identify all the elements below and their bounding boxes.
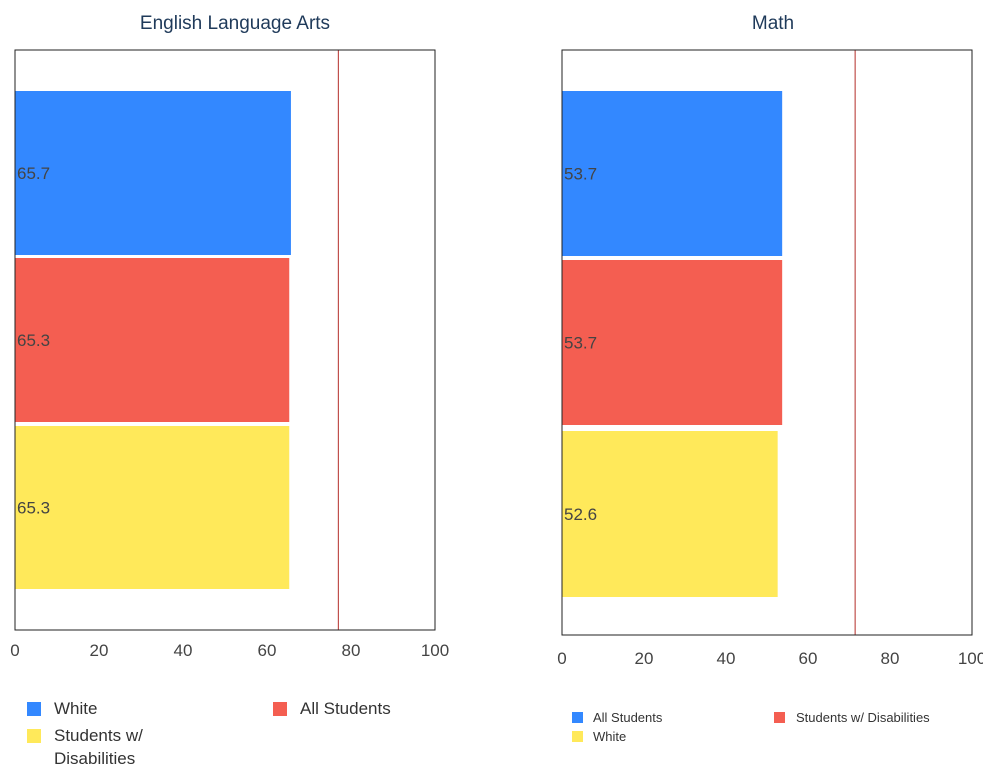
ela-x-tick-40: 40 (174, 641, 193, 660)
ela-bars: 65.7 65.3 65.3 (15, 91, 291, 589)
math-legend-label-white: White (593, 729, 626, 744)
math-bar-2[interactable] (562, 260, 783, 425)
ela-legend-label-all-students: All Students (300, 699, 391, 718)
ela-legend-item-all-students[interactable]: All Students (273, 699, 391, 718)
math-x-tick-40: 40 (717, 649, 736, 668)
ela-legend-swatch-white (27, 702, 41, 716)
math-bars: 53.7 53.7 52.6 (562, 91, 783, 597)
ela-bar-2[interactable] (15, 258, 290, 422)
ela-bar-label-2: 65.3 (17, 331, 50, 350)
math-legend: All Students Students w/ Disabilities Wh… (572, 710, 930, 744)
math-bar-label-1: 53.7 (564, 165, 597, 184)
math-chart-title: Math (752, 13, 794, 34)
math-plot-frame (561, 49, 973, 636)
math-x-tick-0: 0 (557, 649, 566, 668)
ela-x-tick-80: 80 (342, 641, 361, 660)
ela-plot-frame (14, 49, 436, 631)
math-x-tick-20: 20 (635, 649, 654, 668)
ela-bar-1[interactable] (15, 91, 291, 255)
math-x-axis-ticks: 0 20 40 60 80 100 (557, 649, 983, 668)
ela-x-tick-20: 20 (90, 641, 109, 660)
ela-legend-label-white: White (54, 699, 97, 718)
math-bar-label-2: 53.7 (564, 334, 597, 353)
math-legend-label-all-students: All Students (593, 710, 663, 725)
math-legend-swatch-all-students (572, 712, 583, 723)
math-x-tick-80: 80 (881, 649, 900, 668)
math-bar-3[interactable] (562, 431, 778, 597)
ela-chart-title: English Language Arts (140, 13, 330, 34)
math-legend-item-white[interactable]: White (572, 729, 626, 744)
math-legend-swatch-white (572, 731, 583, 742)
ela-x-axis-ticks: 0 20 40 60 80 100 (10, 641, 449, 660)
ela-chart: English Language Arts 65.7 65.3 65.3 0 20 40… (10, 13, 449, 768)
math-legend-item-students-w-disabilities[interactable]: Students w/ Disabilities (774, 710, 930, 725)
ela-legend-item-students-w-disabilities[interactable]: Students w/ Disabilities (27, 726, 143, 768)
ela-legend-swatch-all-students (273, 702, 287, 716)
ela-x-tick-100: 100 (421, 641, 449, 660)
math-legend-swatch-students-w-disabilities (774, 712, 785, 723)
ela-x-tick-60: 60 (258, 641, 277, 660)
math-legend-item-all-students[interactable]: All Students (572, 710, 663, 725)
math-x-tick-100: 100 (958, 649, 983, 668)
math-bar-1[interactable] (562, 91, 783, 256)
math-chart: Math 53.7 53.7 52.6 0 20 40 60 80 100 All Stude… (557, 13, 983, 744)
ela-legend-label-students-w-disabilities-line2: Disabilities (54, 749, 135, 768)
ela-legend-item-white[interactable]: White (27, 699, 97, 718)
math-x-tick-60: 60 (799, 649, 818, 668)
ela-legend: White All Students Students w/ Disabilit… (27, 699, 391, 768)
ela-bar-3[interactable] (15, 426, 290, 589)
math-bar-label-3: 52.6 (564, 505, 597, 524)
ela-legend-label-students-w-disabilities-line1: Students w/ (54, 726, 143, 745)
ela-x-tick-0: 0 (10, 641, 19, 660)
math-legend-label-students-w-disabilities: Students w/ Disabilities (796, 710, 930, 725)
ela-bar-label-1: 65.7 (17, 164, 50, 183)
ela-legend-swatch-students-w-disabilities (27, 729, 41, 743)
ela-bar-label-3: 65.3 (17, 499, 50, 518)
